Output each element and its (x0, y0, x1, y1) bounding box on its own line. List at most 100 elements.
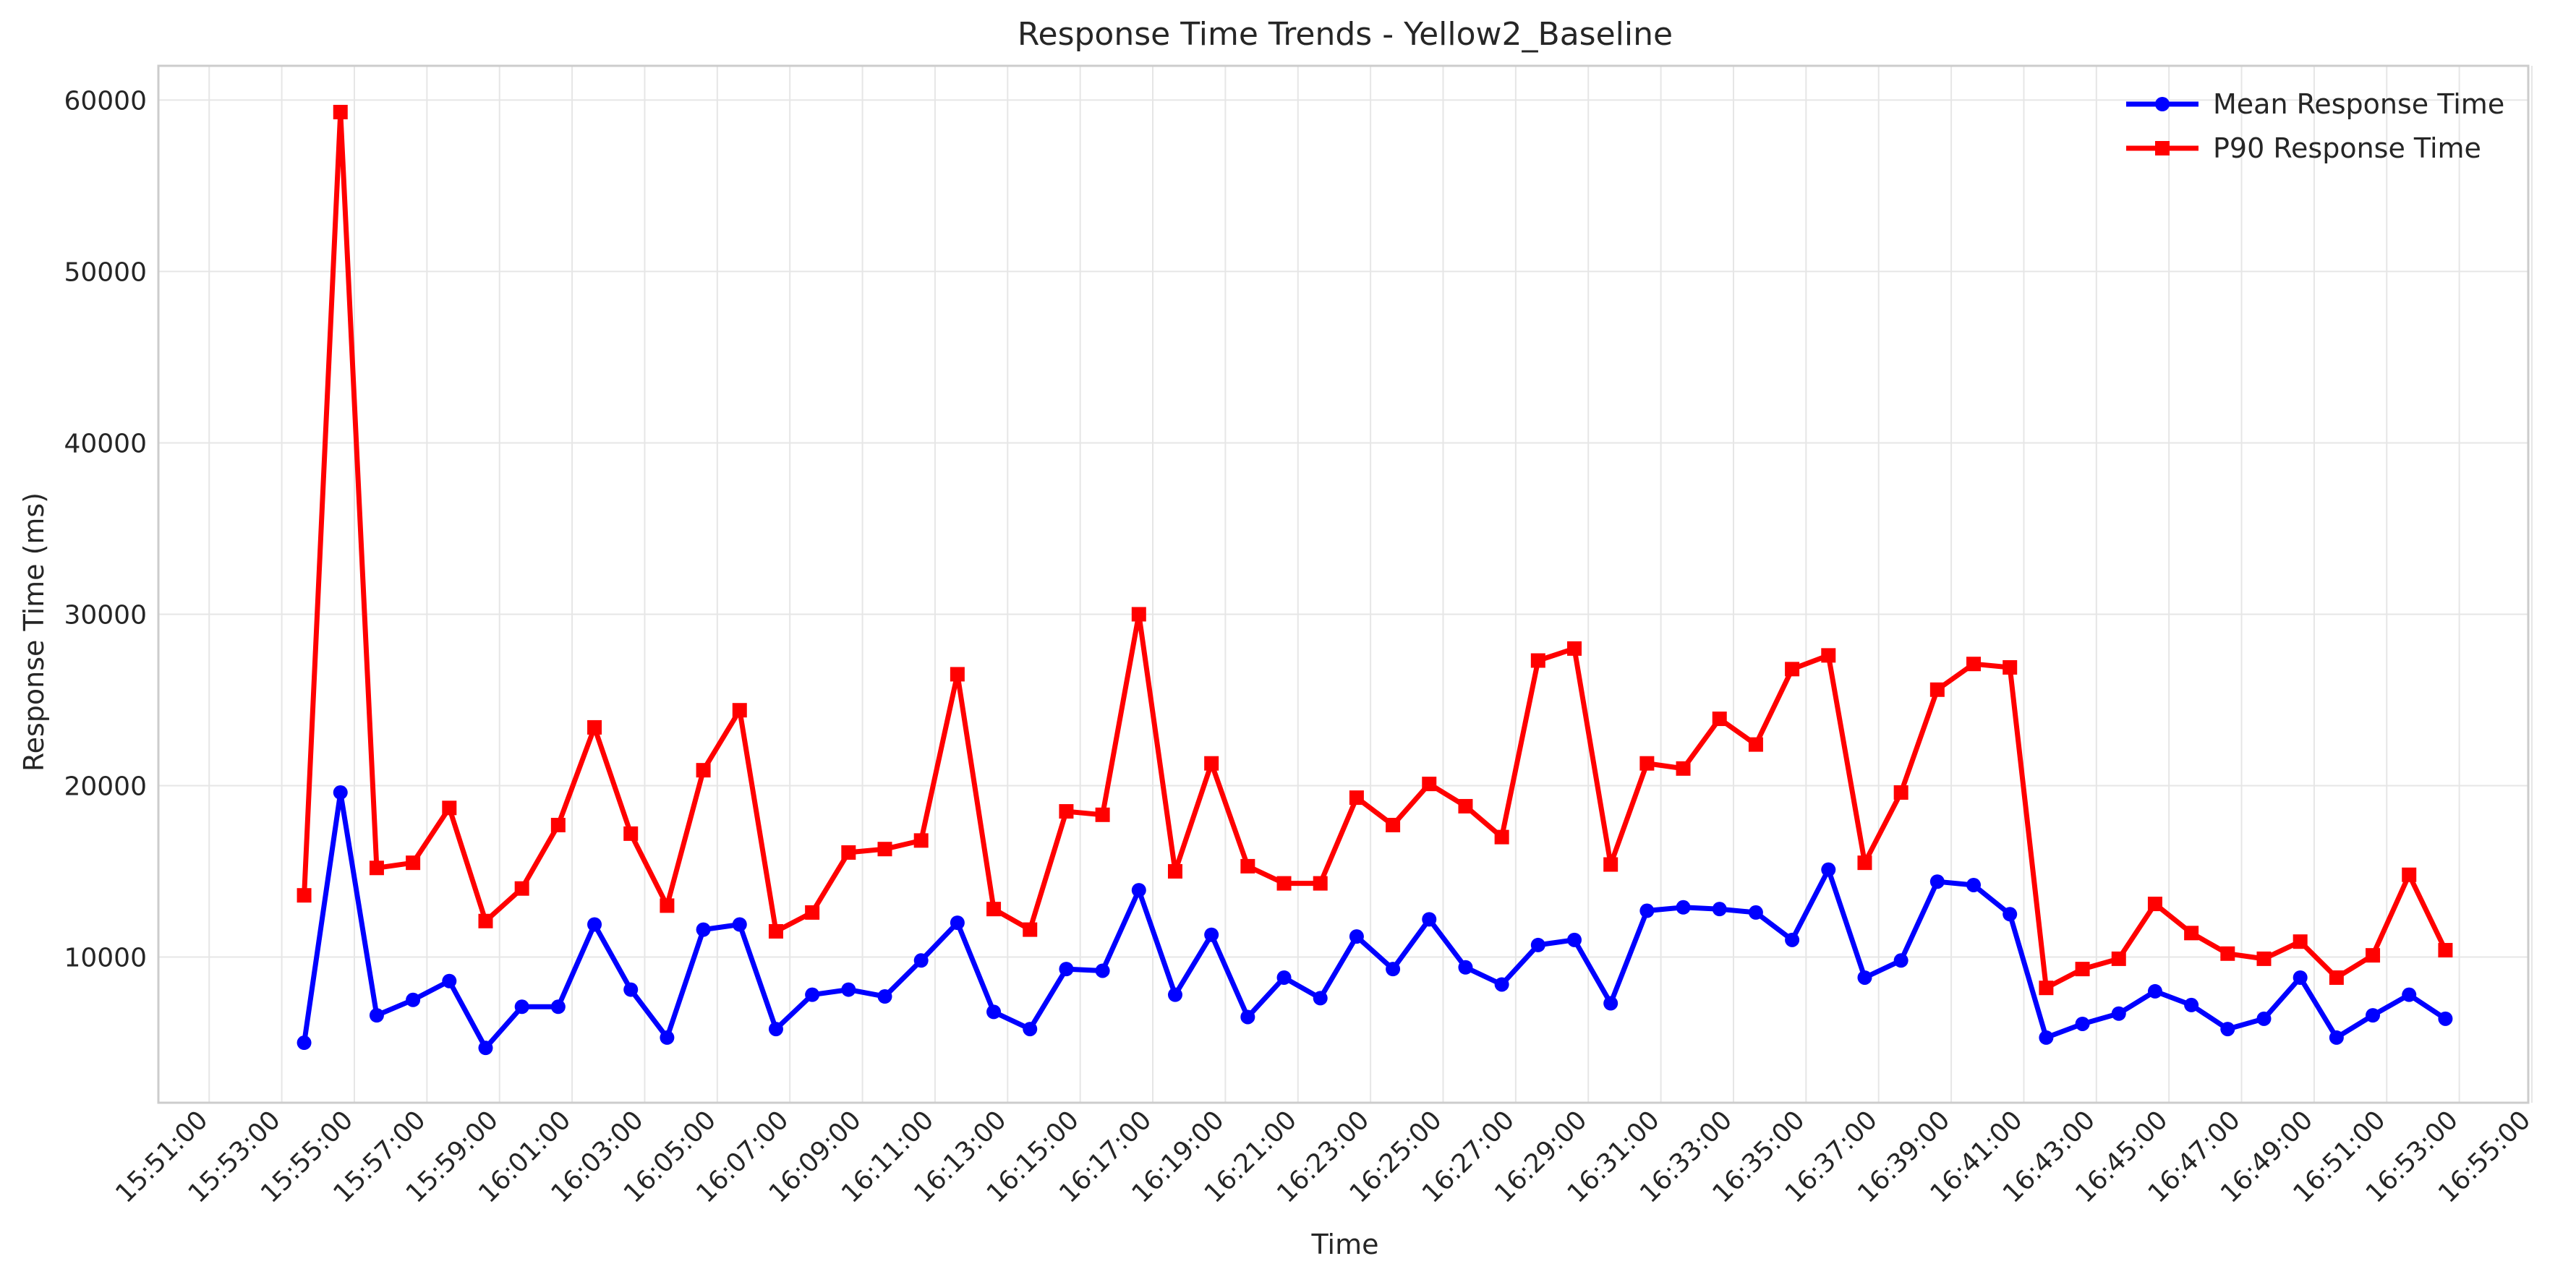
data-point (442, 800, 457, 816)
data-point (297, 888, 312, 903)
data-point (587, 917, 602, 932)
series-line (302, 109, 2448, 991)
data-point (478, 1041, 493, 1056)
data-point (1059, 962, 1074, 977)
data-point (478, 913, 493, 928)
x-axis-ticks: 15:51:0015:53:0015:55:0015:57:0015:59:00… (110, 1105, 2536, 1208)
data-point (2366, 1008, 2381, 1023)
legend-marker-mean (2155, 97, 2170, 111)
data-point (1023, 1022, 1038, 1037)
data-point (2293, 970, 2308, 985)
data-point (1313, 876, 1328, 891)
data-point (297, 1035, 312, 1051)
data-point (1893, 785, 1908, 800)
data-point (1712, 902, 1727, 917)
data-point (660, 898, 675, 913)
data-point (1639, 756, 1655, 771)
data-point (1567, 641, 1582, 656)
data-point (1494, 977, 1509, 992)
data-point (1857, 855, 1872, 871)
data-point (841, 845, 856, 860)
data-point (406, 992, 421, 1007)
data-point (1422, 912, 1437, 927)
data-point (1857, 970, 1872, 985)
data-point (1639, 903, 1655, 918)
chart-title: Response Time Trends - Yellow2_Baseline (1018, 16, 1673, 53)
data-point (1349, 790, 1364, 806)
data-point (660, 1030, 675, 1045)
data-series (297, 104, 2453, 1056)
legend: Mean Response Time P90 Response Time (2126, 88, 2504, 164)
data-point (1276, 876, 1292, 891)
data-point (1748, 905, 1763, 920)
data-point (1785, 932, 1800, 947)
legend-label-mean: Mean Response Time (2213, 88, 2504, 120)
legend-item-mean: Mean Response Time (2126, 88, 2504, 120)
data-point (2075, 962, 2090, 977)
data-point (514, 999, 529, 1015)
data-point (1893, 953, 1908, 968)
data-point (369, 860, 384, 876)
data-point (1313, 991, 1328, 1006)
data-point (877, 989, 892, 1004)
data-point (2366, 948, 2381, 963)
data-point (1821, 862, 1836, 877)
data-point (2003, 907, 2018, 922)
data-point (1204, 927, 1219, 942)
data-point (2438, 943, 2453, 958)
data-point (333, 785, 348, 800)
data-point (1712, 712, 1727, 727)
data-point (442, 973, 457, 988)
data-point (2184, 926, 2199, 941)
data-point (841, 982, 856, 997)
data-point (369, 1008, 384, 1023)
x-axis-label: Time (1311, 1229, 1379, 1260)
data-point (2039, 1030, 2054, 1045)
data-point (1494, 829, 1509, 845)
data-point (1530, 937, 1545, 952)
data-point (550, 999, 566, 1015)
data-point (1458, 960, 1473, 975)
data-point (805, 905, 820, 920)
data-point (333, 104, 348, 119)
data-point (1386, 818, 1401, 833)
plot-area-frame (157, 64, 2530, 1104)
data-point (913, 953, 929, 968)
data-point (696, 763, 711, 778)
series-mean (297, 785, 2453, 1056)
data-point (2220, 1022, 2235, 1037)
data-point (1095, 963, 1110, 978)
data-point (550, 818, 566, 833)
data-point (1167, 864, 1182, 879)
data-point (1785, 662, 1800, 677)
data-point (2147, 983, 2162, 999)
data-point (1386, 962, 1401, 977)
data-point (950, 667, 965, 682)
data-point (1349, 929, 1364, 944)
data-point (1603, 996, 1618, 1011)
data-point (2184, 997, 2199, 1012)
data-point (913, 833, 929, 848)
data-point (2147, 897, 2162, 912)
data-point (2256, 1011, 2272, 1026)
data-point (2256, 951, 2272, 966)
data-point (1676, 761, 1691, 776)
data-point (1966, 657, 1982, 672)
data-point (1095, 807, 1110, 822)
data-point (1530, 653, 1545, 668)
data-point (1204, 756, 1219, 771)
series-p90 (297, 104, 2453, 996)
data-point (768, 923, 783, 939)
data-point (2075, 1016, 2090, 1031)
grid-lines (158, 66, 2533, 1103)
data-point (2111, 1006, 2126, 1021)
data-point (406, 855, 421, 871)
y-tick-label: 60000 (64, 86, 147, 116)
data-point (1748, 737, 1763, 752)
data-point (1422, 777, 1437, 792)
data-point (2003, 659, 2018, 675)
y-tick-label: 20000 (64, 772, 147, 802)
y-axis-ticks: 10000 20000 30000 40000 50000 60000 (64, 86, 147, 973)
data-point (732, 917, 747, 932)
